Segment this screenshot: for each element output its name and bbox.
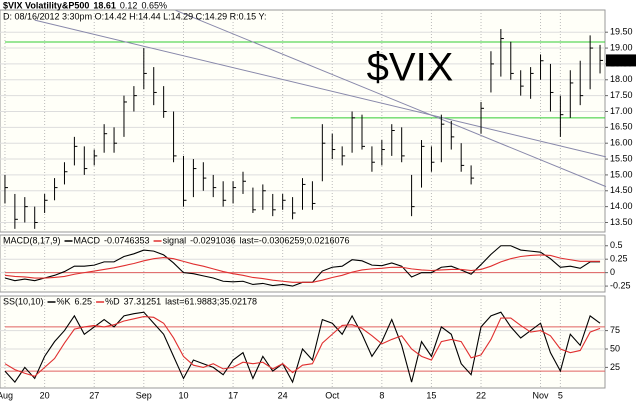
legend-value: -0.0746353 — [104, 235, 150, 245]
y-tick-label: 18.00 — [610, 74, 633, 84]
last-price-label: 18.61 — [609, 55, 632, 65]
x-tick-label: 10 — [178, 390, 188, 400]
y-tick-label: 25 — [610, 362, 620, 372]
y-tick-label: 14.00 — [610, 201, 633, 211]
last-price-box — [606, 54, 636, 67]
series-line — [4, 316, 601, 377]
y-tick-label: 19.50 — [610, 27, 633, 37]
last-values: last=61.9883;35.02178 — [165, 296, 257, 306]
y-tick-label: 16.00 — [610, 138, 633, 148]
panel-title: SS(10,10) — [3, 296, 44, 306]
y-tick-label: 16.50 — [610, 122, 633, 132]
subtitle: D: 08/16/2012 3:30pm O:14.42 H:14.44 L:1… — [3, 11, 267, 21]
x-tick-label: Sep — [136, 390, 152, 400]
y-tick-label: 0.25 — [610, 254, 628, 264]
y-tick-label: 19.00 — [610, 42, 633, 52]
x-tick-label: 5 — [558, 390, 563, 400]
y-tick-label: -0.25 — [610, 280, 631, 290]
panel-frame — [0, 295, 606, 389]
header-last: 18.61 — [93, 0, 116, 10]
panel-title: MACD(8,17,9) — [3, 235, 61, 245]
legend-label: %D — [105, 296, 120, 306]
trendline — [175, 9, 607, 188]
legend-label: signal — [163, 235, 187, 245]
x-tick-label: 27 — [89, 390, 99, 400]
x-tick-label: Oct — [325, 390, 340, 400]
header-change: 0.12 — [120, 0, 138, 10]
x-tick-label: 20 — [40, 390, 50, 400]
series-line — [4, 254, 601, 283]
x-tick-label: 22 — [476, 390, 486, 400]
legend-value: -0.0291036 — [190, 235, 236, 245]
legend-label: %K — [57, 296, 71, 306]
y-tick-label: 13.50 — [610, 217, 633, 227]
x-tick-label: Aug — [0, 390, 13, 400]
y-tick-label: 14.50 — [610, 185, 633, 195]
y-tick-label: 0 — [610, 267, 615, 277]
header-change-pct: 0.65% — [141, 0, 167, 10]
y-tick-label: 17.50 — [610, 90, 633, 100]
x-tick-label: 8 — [379, 390, 384, 400]
x-tick-label: 24 — [278, 390, 288, 400]
y-tick-label: 50 — [610, 343, 620, 353]
last-values: last=-0.0306259;0.0216076 — [240, 235, 350, 245]
y-tick-label: 17.00 — [610, 106, 633, 116]
x-tick-label: Nov — [533, 390, 550, 400]
y-tick-label: 75 — [610, 325, 620, 335]
legend-value: 37.31251 — [124, 296, 162, 306]
x-tick-label: 17 — [228, 390, 238, 400]
y-tick-label: 15.00 — [610, 169, 633, 179]
chart-title: $VIX Volatility&P500 — [3, 0, 89, 10]
y-tick-label: 0.5 — [610, 240, 623, 250]
trendline — [34, 19, 607, 158]
x-tick-label: 15 — [426, 390, 436, 400]
series-line — [4, 311, 601, 384]
y-tick-label: 15.50 — [610, 153, 633, 163]
watermark: $VIX — [367, 46, 454, 90]
legend-value: 6.25 — [75, 296, 93, 306]
legend-label: MACD — [74, 235, 101, 245]
